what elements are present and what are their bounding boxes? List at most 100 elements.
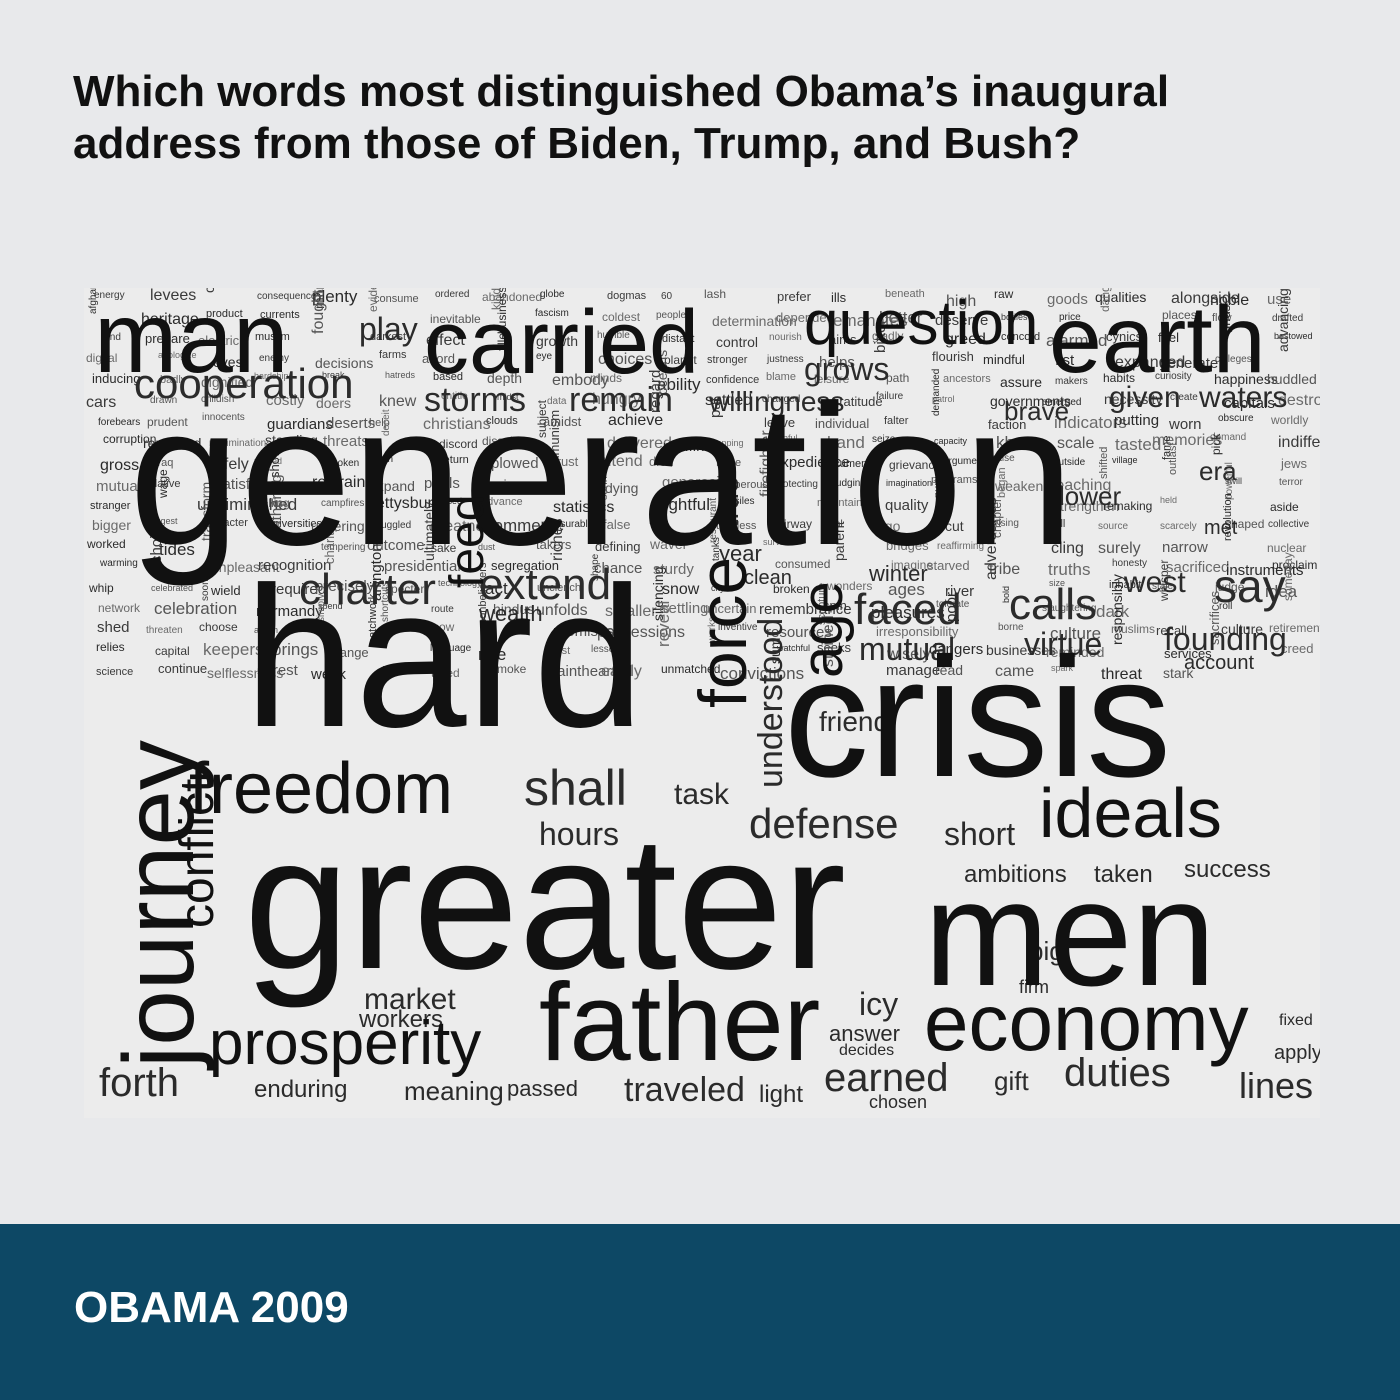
cloud-word-small: shaped <box>1225 517 1265 531</box>
cloud-word-small: aside <box>1270 500 1299 514</box>
cloud-word-small: product <box>206 308 243 320</box>
cloud-word-small: hindus <box>493 601 535 617</box>
cloud-word-small: fainthearted <box>553 663 633 680</box>
cloud-word-medium: mutual <box>859 631 956 667</box>
cloud-word-small: dignified <box>201 374 254 390</box>
cloud-word-small: reveal <box>654 600 673 647</box>
cloud-word-small: use <box>1267 291 1292 308</box>
cloud-word-small: language <box>430 643 472 654</box>
cloud-word-small: lash <box>704 288 727 301</box>
cloud-word-medium: taken <box>1094 861 1153 888</box>
cloud-word-small: humble <box>597 330 630 341</box>
cloud-word-small: stranger <box>90 500 131 512</box>
cloud-word-small: proclaim <box>1272 558 1318 572</box>
cloud-word-small: ushering <box>311 518 365 534</box>
cloud-word-medium: account <box>1184 652 1255 674</box>
cloud-word-small: sacrificed <box>1166 559 1230 576</box>
cloud-word-small: stronger <box>707 354 748 366</box>
cloud-word-small: segregation <box>491 558 559 573</box>
cloud-word-small: intend <box>599 453 643 470</box>
cloud-word-small: evidence <box>366 288 380 312</box>
cloud-word-small: curiosity <box>1155 371 1192 382</box>
cloud-word-small: currents <box>260 309 300 321</box>
cloud-word-small: flourish <box>932 349 974 364</box>
cloud-word-small: knew <box>379 393 417 410</box>
cloud-word-small: skill <box>1047 518 1066 530</box>
cloud-word-small: muslim <box>255 331 290 343</box>
cloud-word-small: safely <box>207 456 249 473</box>
cloud-word-small: imagination <box>886 478 933 488</box>
cloud-word-small: advance <box>481 496 523 508</box>
cloud-word-small: deserts <box>326 415 376 432</box>
cloud-word-medium: big <box>1029 936 1064 966</box>
cloud-word-medium: brave <box>1004 396 1070 426</box>
cloud-word-small: costly <box>266 392 305 409</box>
cloud-word-small: colleges <box>1215 354 1252 365</box>
cloud-word-small: nagging <box>477 477 520 491</box>
cloud-word-small: network <box>98 601 141 615</box>
cloud-word-small: commerce <box>485 516 565 535</box>
cloud-word-medium: west <box>1124 566 1186 599</box>
cloud-word-small: raise <box>993 453 1015 464</box>
cloud-word-small: irresponsibility <box>876 624 959 639</box>
cloud-word-small: possessions <box>597 624 686 641</box>
cloud-word-small: goods <box>1047 291 1088 308</box>
cloud-word-small: choose <box>199 620 238 634</box>
cloud-word-small: digital <box>86 351 118 365</box>
cloud-word-small: help <box>369 417 390 429</box>
cloud-word-small: struggled <box>370 520 412 531</box>
cloud-word-small: easily <box>601 663 642 680</box>
cloud-word-small: corruption <box>103 432 157 446</box>
cloud-word-small: eye <box>536 351 553 362</box>
cloud-word-small: resources <box>766 624 832 641</box>
cloud-word-small: coldest <box>602 310 641 324</box>
cloud-word-small: settling <box>661 600 709 617</box>
cloud-word-small: refused <box>432 496 463 506</box>
cloud-word-small: wonders <box>827 579 873 593</box>
cloud-word-small: collective <box>1268 519 1310 530</box>
cloud-word-small: expedience <box>773 454 850 471</box>
cloud-word-small: minds <box>590 371 623 385</box>
cloud-word-small: distant <box>662 333 695 345</box>
cloud-word-small: bestowed <box>1274 331 1313 341</box>
cloud-word-small: prudent <box>147 415 188 429</box>
cloud-word-small: ancestors <box>943 373 991 385</box>
cloud-word-small: rule <box>478 645 507 664</box>
cloud-word-small: reminded <box>1046 644 1105 660</box>
cloud-word-small: dissolve <box>482 434 526 448</box>
cloud-word-medium: given <box>1109 381 1181 414</box>
cloud-word-small: services <box>1164 646 1212 661</box>
cloud-word-small: ago <box>877 518 901 534</box>
cloud-word-large: economy <box>924 978 1249 1067</box>
cloud-word-small: threaten <box>146 625 183 636</box>
cloud-word-small: timeless <box>716 520 757 532</box>
cloud-word-medium: willingness <box>709 386 845 417</box>
cloud-word-small: uncertain <box>703 601 757 616</box>
cloud-word-medium: met <box>1204 517 1238 539</box>
cloud-word-small: cynics <box>1106 329 1143 344</box>
cloud-word-small: effect <box>426 332 465 349</box>
cloud-word-small: price <box>1059 312 1081 323</box>
cloud-word-small: ages <box>888 580 925 599</box>
cloud-word-small: abandoned <box>482 290 543 304</box>
cloud-word-small: celebrated <box>151 583 194 593</box>
cloud-word-medium: calls <box>1009 580 1098 629</box>
cloud-word-small: smoke <box>491 662 527 676</box>
cloud-word-small: defining <box>595 539 641 554</box>
cloud-word-small: generosity <box>662 474 732 491</box>
cloud-word-small: fuel <box>1158 330 1179 345</box>
cloud-word-small: guardians <box>267 416 333 433</box>
cloud-word-small: huddled <box>1267 371 1317 387</box>
cloud-word-small: high <box>946 293 977 310</box>
cloud-word-small: honesty <box>1112 558 1148 569</box>
cloud-word-medium: storms <box>424 381 526 419</box>
cloud-word-small: putting <box>1114 412 1160 429</box>
cloud-word-small: willing <box>257 496 290 510</box>
cloud-word-small: mutual <box>96 478 142 495</box>
cloud-word-small: stale <box>1152 581 1174 592</box>
cloud-word-small: snow <box>662 581 700 598</box>
cloud-word-small: doers <box>316 395 352 411</box>
cloud-word-medium: fixed <box>1279 1012 1313 1029</box>
cloud-word-medium: decides <box>839 1042 895 1059</box>
cloud-word-small: starved <box>927 558 970 573</box>
